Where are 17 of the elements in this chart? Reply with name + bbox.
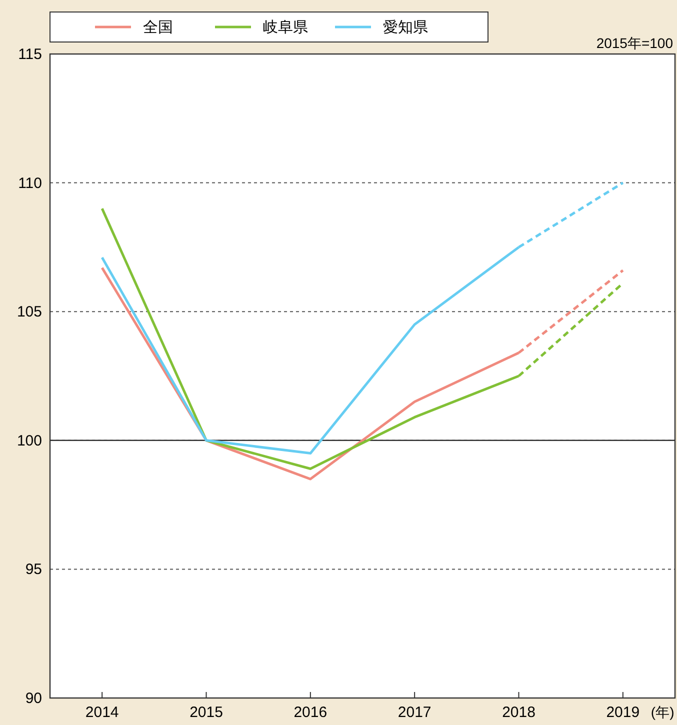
x-tick-label: 2015 — [190, 704, 223, 721]
y-tick-label: 90 — [25, 690, 42, 707]
y-tick-label: 115 — [18, 46, 42, 63]
legend-label: 全国 — [143, 19, 173, 36]
legend-label: 愛知県 — [383, 19, 428, 36]
x-tick-label: 2019 — [606, 704, 640, 721]
y-tick-label: 110 — [18, 174, 42, 192]
x-tick-label: 2014 — [85, 704, 119, 721]
x-tick-label: 2016 — [294, 704, 328, 721]
x-tick-label: 2018 — [502, 704, 536, 721]
y-tick-label: 105 — [16, 304, 42, 321]
y-tick-label: 100 — [16, 432, 42, 450]
y-tick-label: 95 — [25, 561, 42, 578]
x-axis-title: (年) — [650, 704, 674, 720]
x-tick-label: 2017 — [398, 704, 432, 721]
legend-label: 岐阜県 — [263, 19, 308, 36]
text: 2015年=100 — [596, 35, 674, 51]
